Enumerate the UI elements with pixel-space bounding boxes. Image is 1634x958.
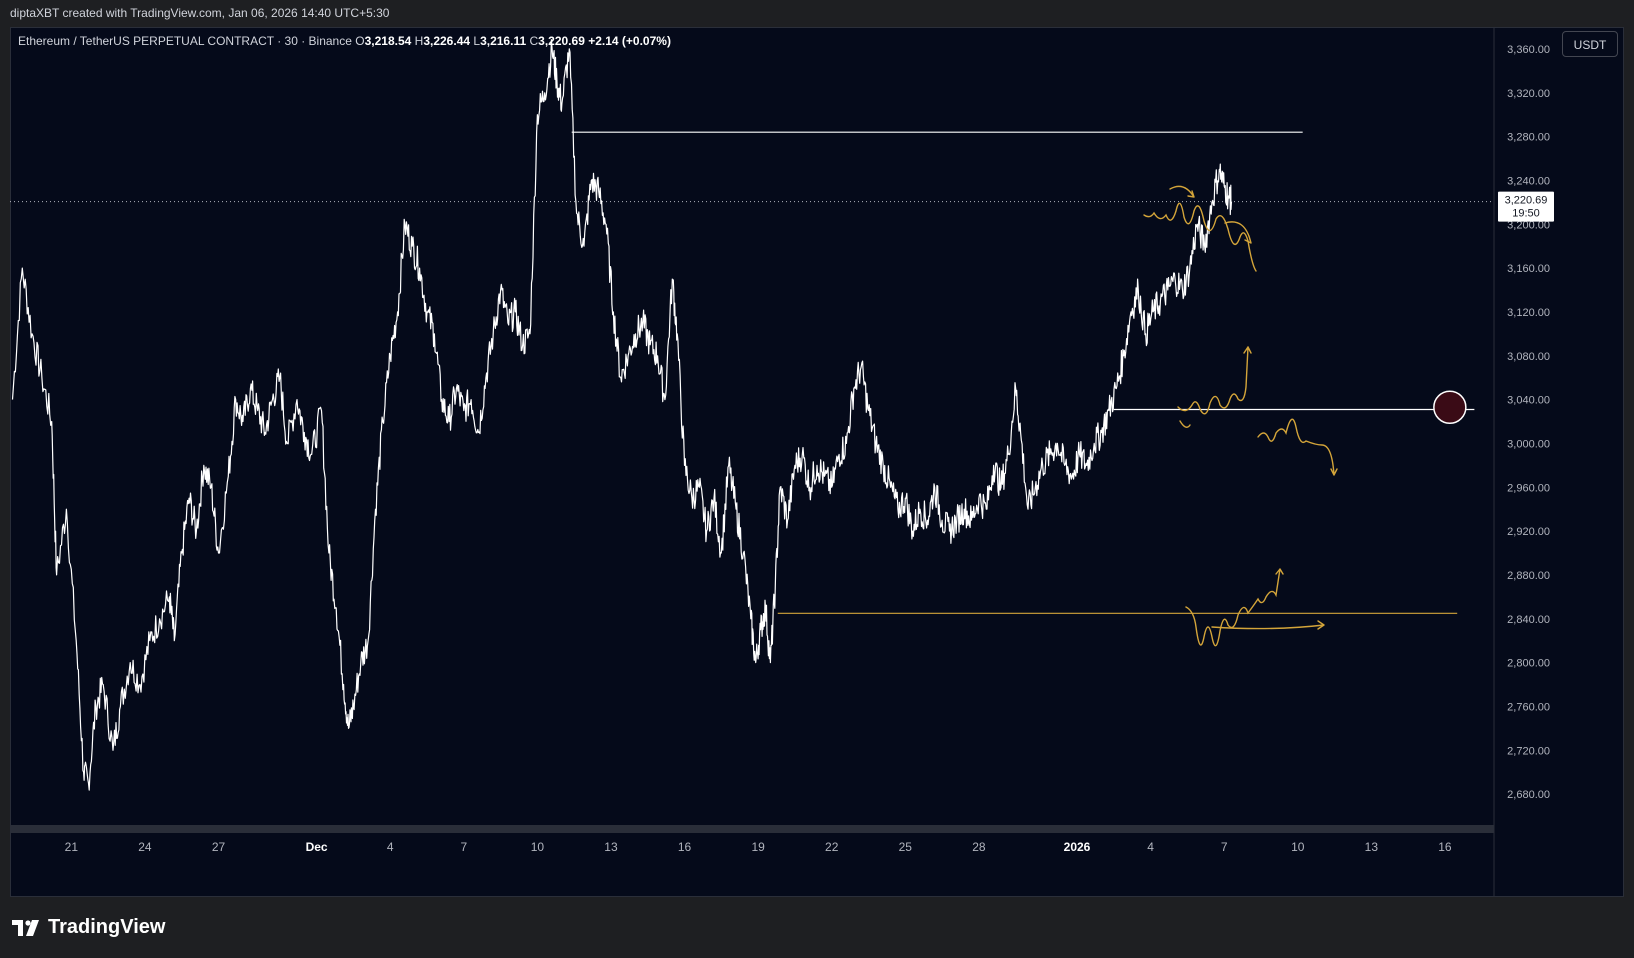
- x-tick-label: 28: [972, 840, 986, 854]
- x-tick-label: 16: [1438, 840, 1452, 854]
- current-price-badge: [1498, 191, 1554, 222]
- x-tick-label: 4: [387, 840, 394, 854]
- price-chart[interactable]: 2,680.00 2,720.00 2,760.00 2,800.00 2,840.00…: [10, 27, 1624, 897]
- x-tick-label: 4: [1147, 840, 1154, 854]
- x-tick-label: 22: [825, 840, 839, 854]
- y-tick-label: 3,200.00: [1507, 219, 1550, 231]
- close-label: C: [529, 34, 539, 48]
- x-tick-label: 7: [460, 840, 467, 854]
- x-tick-label: 24: [138, 840, 152, 854]
- y-tick-label: 3,000.00: [1507, 438, 1550, 450]
- x-tick-label: Dec: [306, 840, 328, 854]
- change-value: +2.14 (+0.07%): [588, 34, 671, 48]
- y-tick-label: 2,720.00: [1507, 745, 1550, 757]
- low-label: L: [473, 34, 481, 48]
- projection-squiggle-7: [1211, 620, 1325, 630]
- y-tick-label: 3,320.00: [1507, 88, 1550, 100]
- close-value: 3,220.69: [538, 34, 585, 48]
- x-tick-label: 25: [899, 840, 913, 854]
- chart-caption: diptaXBT created with TradingView.com, J…: [10, 6, 390, 20]
- high-value: 3,226.44: [423, 34, 471, 48]
- low-value: 3,216.11: [480, 34, 527, 48]
- y-tick-label: 2,760.00: [1507, 701, 1550, 713]
- symbol-name[interactable]: Ethereum / TetherUS PERPETUAL CONTRACT ·…: [18, 34, 352, 48]
- x-tick-label: 13: [1365, 840, 1379, 854]
- y-tick-label: 3,360.00: [1507, 44, 1550, 56]
- tradingview-logo-icon: [12, 919, 39, 936]
- y-tick-label: 3,160.00: [1507, 263, 1550, 275]
- projection-squiggle-2: [1224, 221, 1252, 244]
- price-series-0: [11, 39, 1233, 791]
- x-tick-label: 16: [678, 840, 692, 854]
- tradingview-logo: TradingView: [12, 916, 165, 939]
- y-tick-label: 2,680.00: [1507, 789, 1550, 801]
- current-price-label: 3,220.69: [1505, 195, 1548, 207]
- currency-button[interactable]: USDT: [1562, 31, 1618, 57]
- brand-name: TradingView: [48, 916, 166, 938]
- marker-circle: [1433, 390, 1467, 425]
- projection-squiggle-4: [1179, 420, 1191, 428]
- y-tick-label: 3,120.00: [1507, 307, 1550, 319]
- projection-squiggle-0: [1143, 202, 1257, 272]
- chart-frame: [10, 27, 1624, 897]
- open-value: 3,218.54: [364, 34, 412, 48]
- x-tick-label: 7: [1221, 840, 1228, 854]
- y-tick-label: 2,960.00: [1507, 482, 1550, 494]
- y-tick-label: 3,080.00: [1507, 351, 1550, 363]
- projection-squiggle-6: [1185, 568, 1284, 647]
- projection-squiggle-1: [1169, 185, 1195, 198]
- x-tick-label: 10: [531, 840, 545, 854]
- x-tick-label: 10: [1291, 840, 1305, 854]
- projection-squiggle-5: [1257, 418, 1338, 476]
- y-tick-label: 2,920.00: [1507, 526, 1550, 538]
- x-tick-label: 2026: [1064, 840, 1091, 854]
- countdown-label: 19:50: [1512, 208, 1540, 220]
- x-tick-label: 27: [212, 840, 226, 854]
- projection-squiggle-3: [1177, 346, 1252, 415]
- x-tick-label: 21: [65, 840, 79, 854]
- y-tick-label: 2,800.00: [1507, 658, 1550, 670]
- y-tick-label: 2,840.00: [1507, 614, 1550, 626]
- y-tick-label: 3,240.00: [1507, 175, 1550, 187]
- time-axis-scrollbar: [10, 825, 1494, 833]
- y-tick-label: 3,040.00: [1507, 395, 1550, 407]
- symbol-legend: Ethereum / TetherUS PERPETUAL CONTRACT ·…: [18, 34, 671, 48]
- x-tick-label: 13: [604, 840, 618, 854]
- y-tick-label: 3,280.00: [1507, 132, 1550, 144]
- x-tick-label: 19: [751, 840, 765, 854]
- y-tick-label: 2,880.00: [1507, 570, 1550, 582]
- high-label: H: [414, 34, 424, 48]
- open-label: O: [355, 34, 365, 48]
